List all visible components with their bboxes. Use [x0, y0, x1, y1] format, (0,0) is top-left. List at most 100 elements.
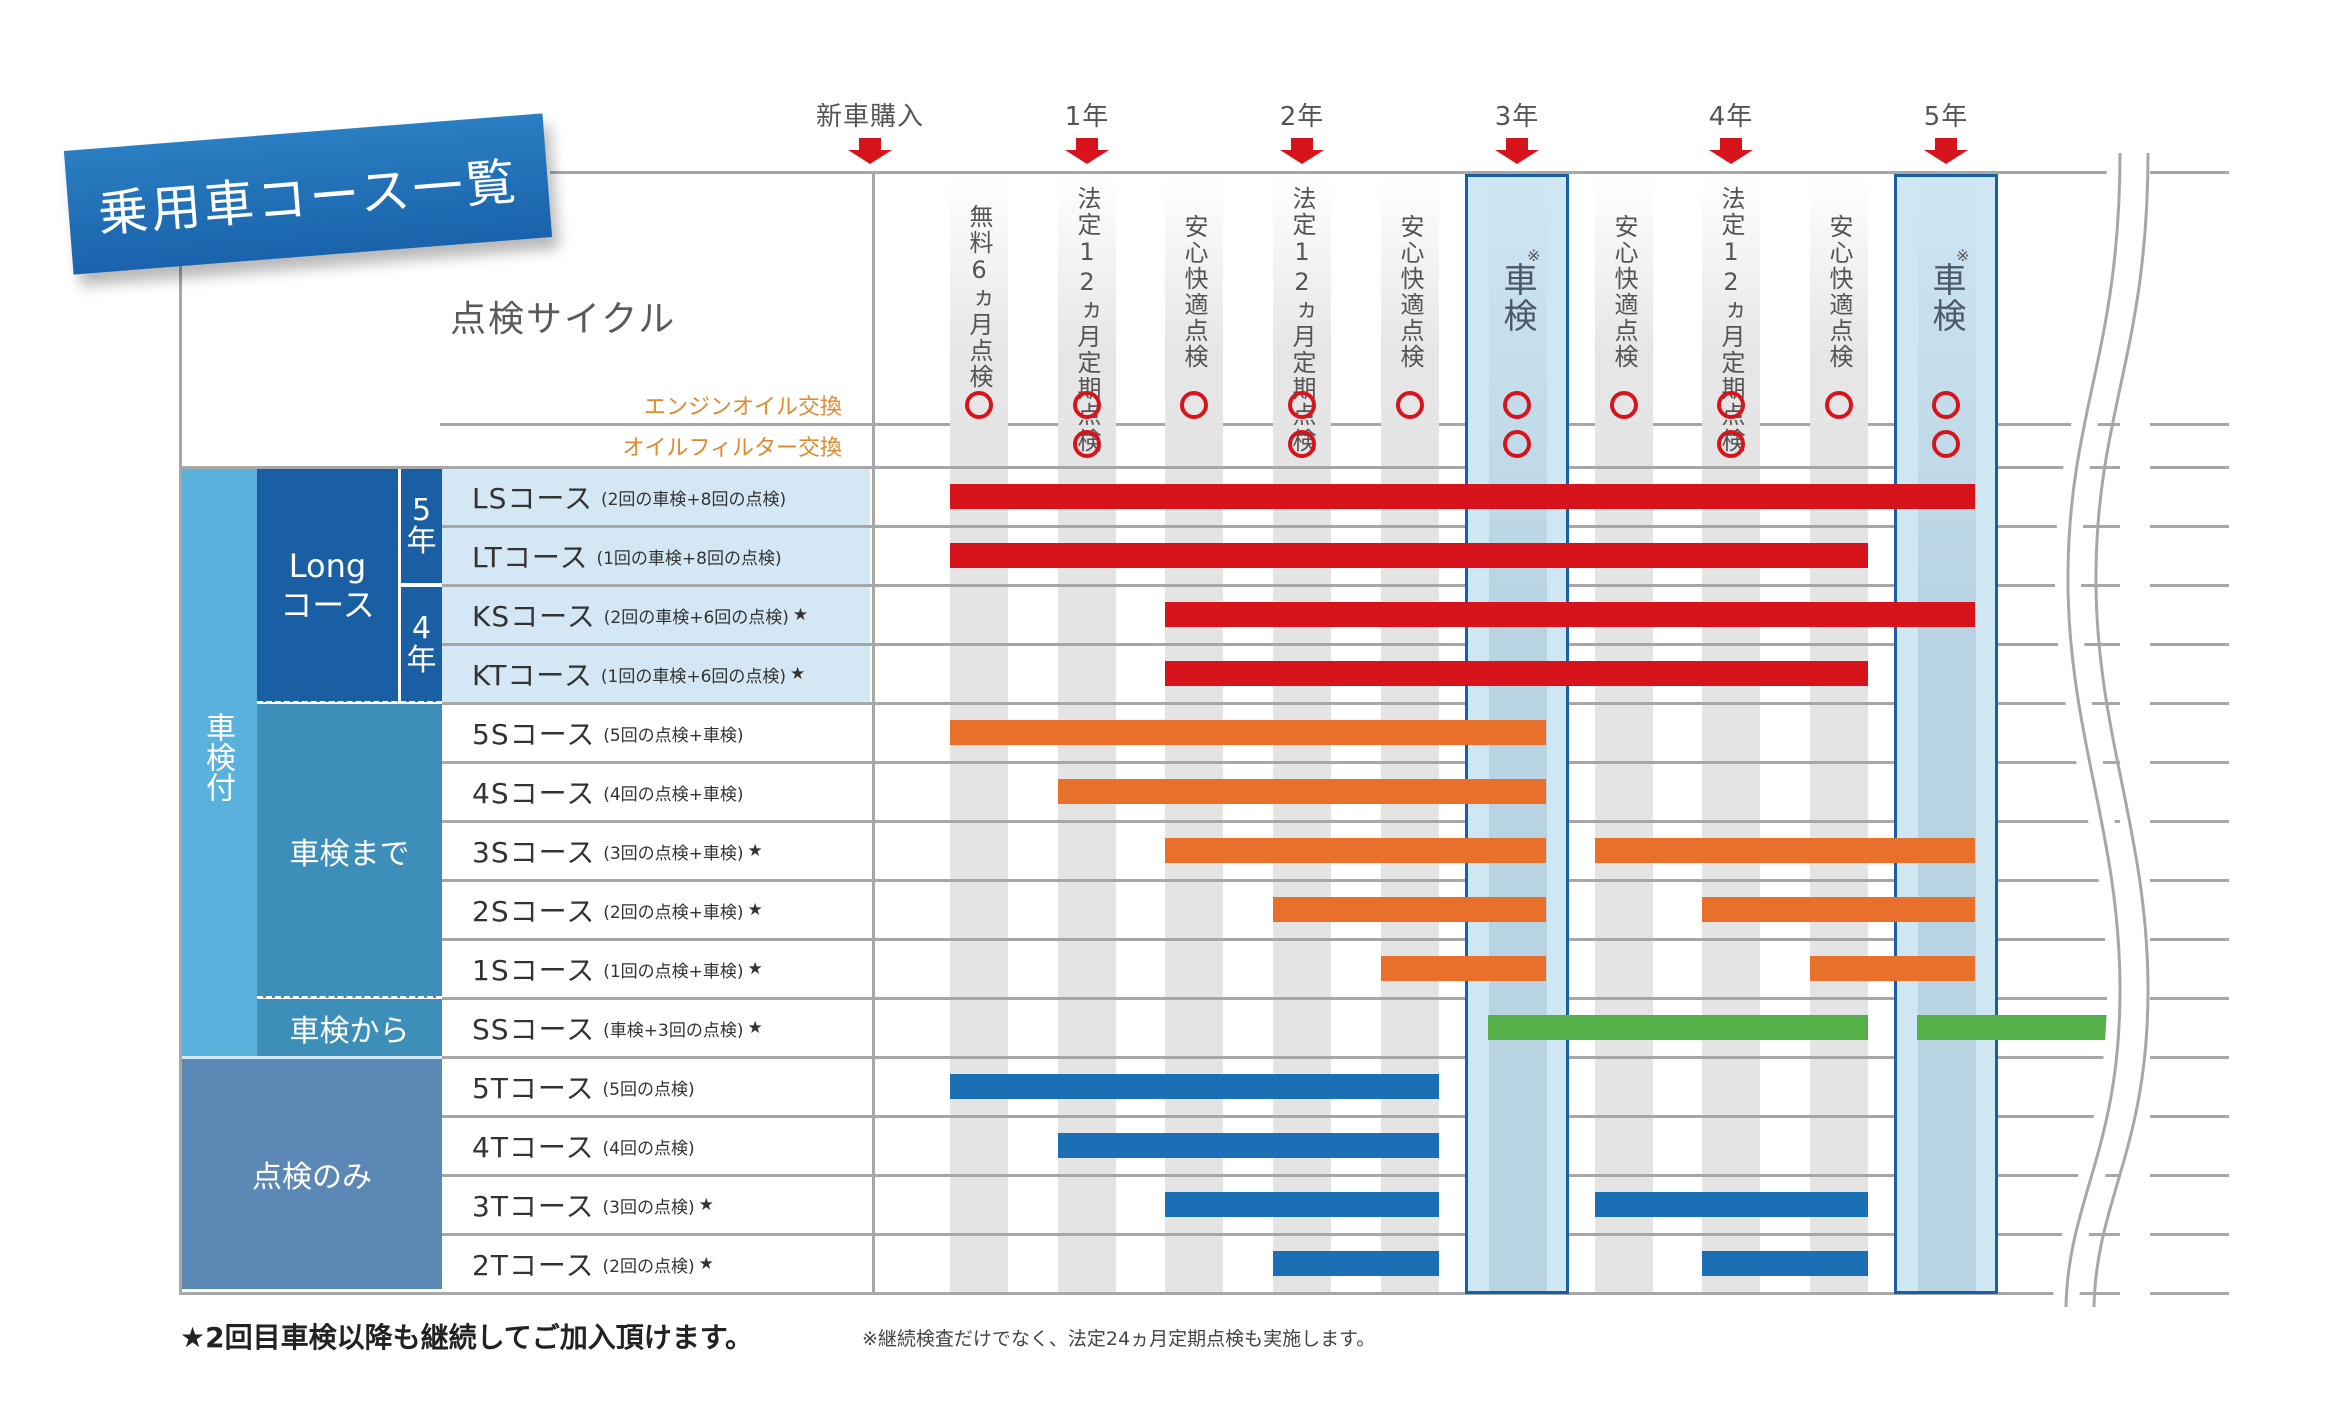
- group-long-5y-label: 5 年: [406, 492, 437, 559]
- column-label: 車検: [1926, 262, 1966, 334]
- course-code: 3Sコース: [472, 836, 596, 869]
- group-long-4y: 4 年: [401, 587, 442, 702]
- course-row[interactable]: 5Tコース (5回の点検): [442, 1059, 870, 1115]
- row-line: [442, 643, 2120, 646]
- section-divider: [182, 1056, 442, 1059]
- course-bar: [1273, 1251, 1439, 1276]
- course-code: 2Sコース: [472, 895, 596, 928]
- course-row[interactable]: 5Sコース (5回の点検+車検): [442, 705, 870, 761]
- course-row[interactable]: 3Tコース (3回の点検) ★: [442, 1177, 870, 1233]
- course-row[interactable]: KTコース (1回の車検+6回の点検) ★: [442, 646, 870, 702]
- row-line-right: [2150, 643, 2229, 646]
- star-icon: ★: [747, 1018, 763, 1038]
- course-description: (車検+3回の点検): [603, 1020, 744, 1041]
- long-dashed-divider: [257, 701, 442, 704]
- row-line-right: [2150, 879, 2229, 882]
- course-row[interactable]: LSコース (2回の車検+8回の点検): [442, 469, 870, 525]
- row-line-right: [2150, 466, 2229, 469]
- down-arrow-icon: [1495, 138, 1539, 164]
- row-line-right: [2150, 1292, 2229, 1295]
- down-arrow-icon: [1065, 138, 1109, 164]
- course-description: (3回の点検): [602, 1197, 695, 1218]
- course-bar: [1058, 779, 1546, 804]
- break-marker: [2053, 152, 2150, 1308]
- group-long-5y: 5 年: [401, 469, 442, 583]
- star-icon: ★: [747, 959, 763, 979]
- course-bar: [1702, 1251, 1868, 1276]
- course-description: (2回の車検+6回の点検): [603, 607, 789, 628]
- group-long: Long コース: [257, 469, 398, 702]
- row-line: [442, 1233, 2120, 1236]
- row-line-right: [2150, 525, 2229, 528]
- year-label: 2年: [1279, 102, 1325, 132]
- cycle-label: 点検サイクル: [450, 299, 677, 340]
- row-line: [442, 1174, 2120, 1177]
- long-5y-4y-divider: [401, 584, 442, 587]
- course-bar: [950, 720, 1546, 745]
- course-bar: [1595, 838, 1975, 863]
- row-line-right: [2150, 761, 2229, 764]
- engine-oil-circle-icon: [1717, 391, 1745, 419]
- group-long-4y-label: 4 年: [406, 611, 437, 678]
- course-row[interactable]: LTコース (1回の車検+8回の点検): [442, 528, 870, 584]
- course-code: 4Tコース: [472, 1131, 595, 1164]
- course-code: 1Sコース: [472, 954, 596, 987]
- course-row[interactable]: SSコース (車検+3回の点検) ★: [442, 1000, 870, 1056]
- until-dashed-divider: [257, 996, 442, 999]
- year-label: 4年: [1708, 102, 1754, 132]
- course-row[interactable]: 4Tコース (4回の点検): [442, 1118, 870, 1174]
- oil-filter-circle-icon: [1288, 430, 1316, 458]
- course-row[interactable]: 3Sコース (3回の点検+車検) ★: [442, 823, 870, 879]
- course-bar: [1165, 1192, 1439, 1217]
- title-banner: 乗用車コース一覧: [63, 113, 553, 275]
- course-code: KSコース: [472, 600, 596, 633]
- oil-filter-circle-icon: [1932, 430, 1960, 458]
- course-code: LTコース: [472, 541, 589, 574]
- row-line: [442, 702, 2120, 705]
- table-left-border: [179, 256, 182, 1293]
- row-line: [179, 1292, 2120, 1295]
- course-description: (4回の点検+車検): [603, 784, 744, 805]
- course-row[interactable]: 1Sコース (1回の点検+車検) ★: [442, 941, 870, 997]
- course-bar: [1058, 1133, 1439, 1158]
- row-line-right: [2150, 1115, 2229, 1118]
- oil-row-line-right: [2150, 423, 2229, 426]
- engine-oil-circle-icon: [1180, 391, 1208, 419]
- year-label: 新車購入: [815, 102, 924, 132]
- row-line-right: [2150, 997, 2229, 1000]
- row-line-right: [2150, 1174, 2229, 1177]
- course-description: (1回の点検+車検): [603, 961, 744, 982]
- course-bar: [1488, 1015, 1868, 1040]
- course-description: (4回の点検): [602, 1138, 695, 1159]
- group-with-inspection-label: 車検付: [200, 712, 235, 802]
- course-bar: [1702, 897, 1975, 922]
- row-line: [442, 997, 2120, 1000]
- row-line-right: [2150, 702, 2229, 705]
- note-mark: ※: [1527, 246, 1541, 265]
- oil-filter-circle-icon: [1717, 430, 1745, 458]
- engine-oil-circle-icon: [1825, 391, 1853, 419]
- engine-oil-circle-icon: [1503, 391, 1531, 419]
- course-row[interactable]: 2Tコース (2回の点検) ★: [442, 1236, 870, 1292]
- row-line: [442, 584, 2120, 587]
- course-row[interactable]: 2Sコース (2回の点検+車検) ★: [442, 882, 870, 938]
- down-arrow-icon: [1280, 138, 1324, 164]
- engine-oil-circle-icon: [1932, 391, 1960, 419]
- course-row[interactable]: 4Sコース (4回の点検+車検): [442, 764, 870, 820]
- table-top-line-right: [2150, 171, 2229, 174]
- course-code: 3Tコース: [472, 1190, 595, 1223]
- footer-star-note: ★2回目車検以降も継続してご加入頂けます。: [180, 1321, 753, 1354]
- course-code: 4Sコース: [472, 777, 596, 810]
- oil-filter-circle-icon: [1503, 430, 1531, 458]
- column-label: 安心快適点検: [1396, 214, 1424, 370]
- row-line: [442, 879, 2120, 882]
- header-divider: [872, 171, 875, 1293]
- course-bar: [1917, 1015, 2113, 1040]
- row-line: [442, 938, 2120, 941]
- course-bar: [1165, 602, 1975, 627]
- course-row[interactable]: KSコース (2回の車検+6回の点検) ★: [442, 587, 870, 643]
- course-bar: [1165, 661, 1868, 686]
- group-with-inspection: [182, 469, 257, 1059]
- column-label: 安心快適点検: [1825, 214, 1853, 370]
- down-arrow-icon: [1924, 138, 1968, 164]
